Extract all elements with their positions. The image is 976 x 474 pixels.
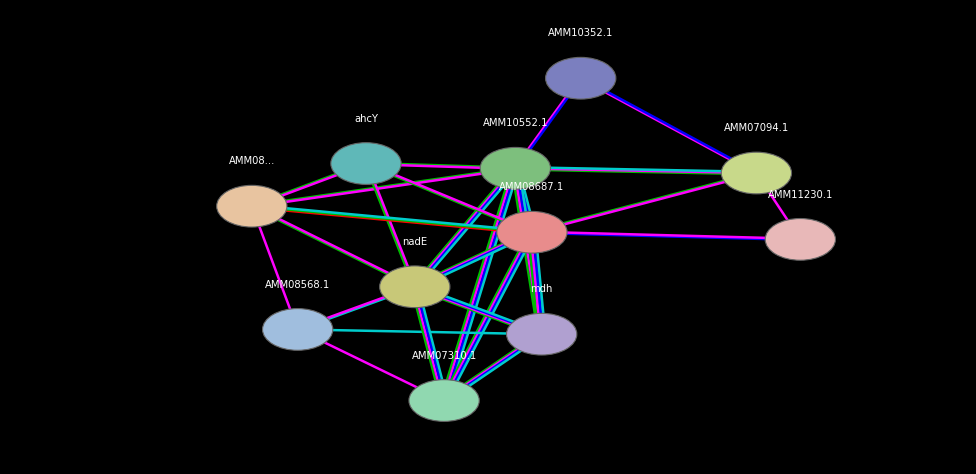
Ellipse shape — [480, 147, 550, 189]
Text: AMM11230.1: AMM11230.1 — [768, 190, 833, 200]
Text: AMM10352.1: AMM10352.1 — [549, 28, 613, 38]
Ellipse shape — [721, 152, 792, 194]
Text: AMM10552.1: AMM10552.1 — [482, 118, 549, 128]
Ellipse shape — [497, 211, 567, 253]
Text: AMM07094.1: AMM07094.1 — [724, 123, 789, 133]
Ellipse shape — [217, 185, 287, 227]
Text: AMM08687.1: AMM08687.1 — [500, 182, 564, 192]
Text: AMM08...: AMM08... — [228, 156, 275, 166]
Ellipse shape — [546, 57, 616, 99]
Text: mdh: mdh — [531, 284, 552, 294]
Text: AMM07310.1: AMM07310.1 — [412, 351, 476, 361]
Ellipse shape — [331, 143, 401, 184]
Ellipse shape — [409, 380, 479, 421]
Ellipse shape — [263, 309, 333, 350]
Text: nadE: nadE — [402, 237, 427, 247]
Ellipse shape — [380, 266, 450, 308]
Ellipse shape — [765, 219, 835, 260]
Ellipse shape — [507, 313, 577, 355]
Text: AMM08568.1: AMM08568.1 — [265, 280, 330, 290]
Text: ahcY: ahcY — [354, 114, 378, 124]
